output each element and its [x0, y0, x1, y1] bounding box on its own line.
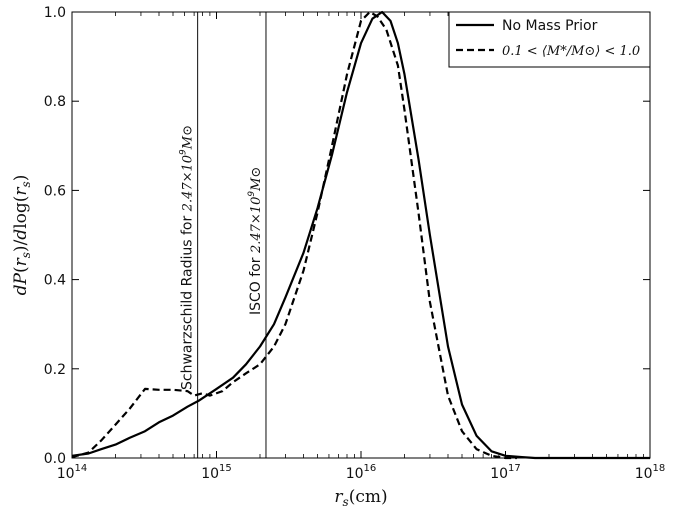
x-tick-label: 1014	[57, 463, 88, 482]
x-tick-label: 1016	[346, 463, 377, 482]
legend-box	[448, 11, 651, 68]
y-tick-label: 0.6	[44, 183, 66, 199]
y-tick-label: 0.0	[44, 451, 66, 467]
plot-area	[72, 12, 650, 458]
y-axis-ticks: 0.0 0.2 0.4 0.6 0.8 1.0	[44, 5, 650, 467]
x-axis-ticks: 1014 1015 1016 1017 1018	[57, 12, 666, 482]
x-tick-label: 1017	[490, 463, 521, 482]
y-axis-title: dP(rs)/dlog(rs)	[11, 175, 33, 296]
y-tick-label: 0.4	[44, 273, 66, 289]
x-axis-title: rs(cm)	[334, 487, 387, 509]
vertical-reference-lines: Schwarzschild Radius for 2.47×109M⊙ ISCO …	[179, 12, 267, 458]
y-tick-label: 0.2	[44, 362, 66, 378]
y-tick-label: 0.8	[44, 94, 66, 110]
plot-frame	[71, 11, 651, 459]
series-line-no-mass-prior	[71, 10, 650, 460]
series-layer	[71, 10, 650, 460]
series-line-mass-range	[71, 10, 517, 460]
x-tick-label: 1015	[201, 463, 232, 482]
legend-label-mass-range: 0.1 < ⟨M*/M⊙⟩ < 1.0	[502, 44, 640, 59]
legend-label-no-mass-prior: No Mass Prior	[502, 18, 598, 34]
y-tick-label: 1.0	[44, 5, 66, 21]
x-tick-label: 1018	[635, 463, 666, 482]
legend: No Mass Prior 0.1 < ⟨M*/M⊙⟩ < 1.0	[448, 11, 651, 68]
vertical-line-label: ISCO for 2.47×109M⊙	[247, 167, 264, 315]
vertical-line-label: Schwarzschild Radius for 2.47×109M⊙	[179, 125, 196, 390]
